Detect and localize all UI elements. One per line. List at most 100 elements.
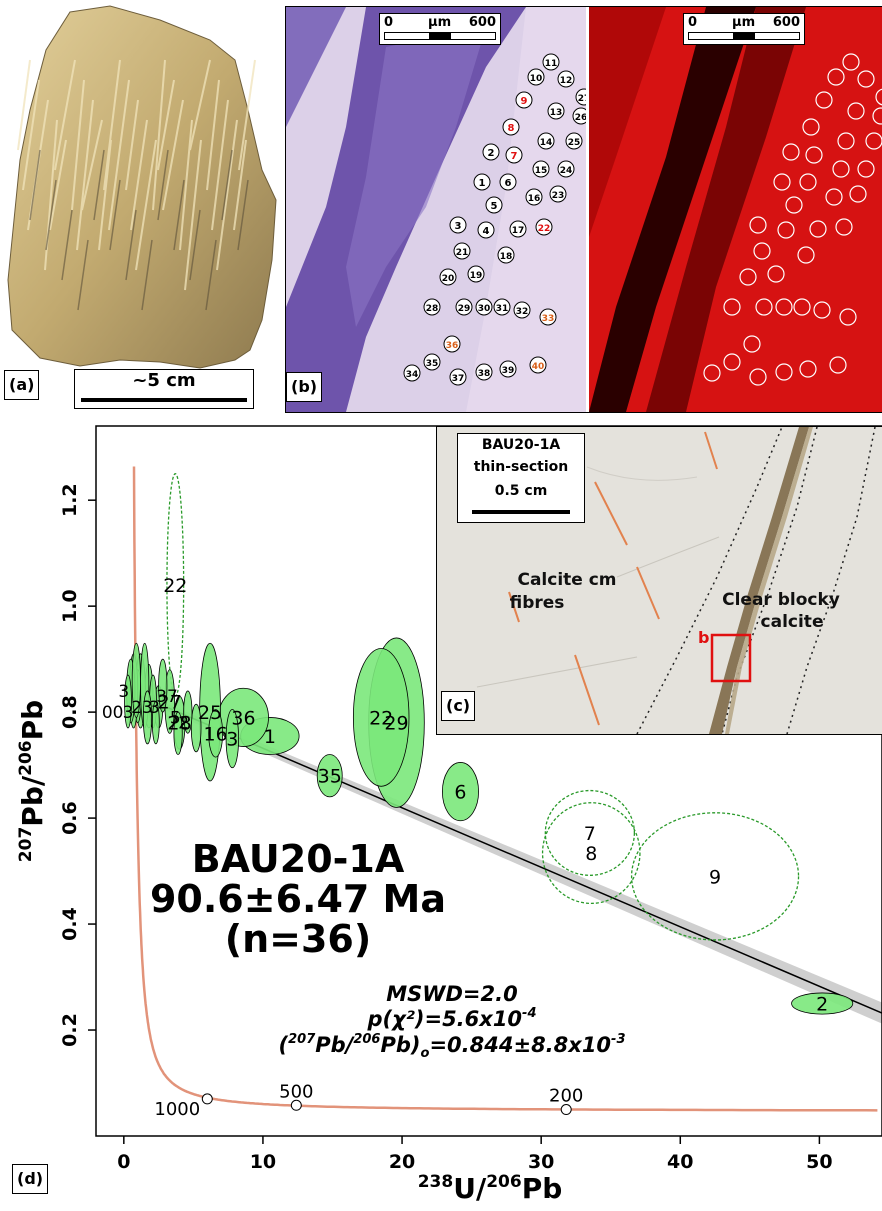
svg-text:30: 30: [478, 304, 491, 314]
scale-label: ~5 cm: [132, 370, 196, 391]
cl-spot: [782, 143, 800, 161]
fibre-line: [508, 591, 520, 623]
panel-a-label: (a): [4, 370, 40, 400]
svg-text:3: 3: [455, 221, 462, 232]
ellipse-label: 2: [816, 994, 828, 1016]
cl-spot: [872, 107, 882, 125]
analysis-spot: 34: [403, 364, 421, 382]
cluster-label: 5: [170, 708, 181, 728]
cl-spot: [703, 364, 721, 382]
scale-max: 600: [772, 15, 800, 30]
svg-text:5: 5: [491, 201, 498, 212]
ellipse-label: 16: [204, 723, 228, 745]
ellipse-label: 7: [584, 823, 596, 845]
analysis-spot: 8: [502, 118, 520, 136]
cl-spot: [739, 268, 757, 286]
svg-text:19: 19: [470, 271, 483, 281]
cl-spot: [777, 221, 795, 239]
cl-spot: [743, 335, 761, 353]
svg-text:17: 17: [512, 226, 525, 236]
cluster-label: 3: [123, 703, 134, 723]
svg-text:32: 32: [516, 307, 529, 317]
cl-spot: [797, 246, 815, 264]
cl-spot: [832, 160, 850, 178]
ellipse-label: 22: [369, 707, 393, 729]
fibre-line: [704, 431, 718, 470]
stat-p-text: p(χ²)=5.6x10: [367, 1007, 523, 1031]
cl-spot: [835, 218, 853, 236]
thin-section-subtitle: thin-section: [473, 459, 569, 475]
concordia-curve: [132, 466, 878, 1112]
data-ellipse: [352, 648, 410, 787]
thin-section-title: BAU20-1A: [481, 437, 561, 453]
ellipse-label: 3: [226, 729, 238, 751]
cluster-label: 37: [156, 687, 178, 707]
cl-spot: [827, 68, 845, 86]
cluster-label: 3: [149, 698, 160, 718]
cl-spot: [842, 53, 860, 71]
analysis-spot: 19: [467, 265, 485, 283]
data-ellipse: [225, 709, 239, 769]
cl-spot: [785, 196, 803, 214]
y-axis-label: 207Pb/206Pb: [16, 700, 49, 862]
stat-pb0-prefix: (: [279, 1033, 289, 1057]
scale-unit: µm: [428, 15, 452, 30]
svg-text:25: 25: [568, 138, 581, 148]
cl-spot: [837, 132, 855, 150]
svg-text:14: 14: [540, 138, 553, 148]
svg-text:6: 6: [505, 178, 512, 189]
scale-bar: [384, 32, 496, 40]
analysis-spot: 14: [537, 132, 555, 150]
concordia-age-point: [201, 1093, 213, 1105]
analysis-spot: 11: [542, 53, 560, 71]
ellipse-label: 29: [384, 713, 408, 735]
analysis-spot: 17: [509, 220, 527, 238]
ellipse-label: 28: [167, 713, 191, 735]
data-ellipse: [131, 642, 141, 718]
cluster-label: 2: [178, 714, 189, 734]
ellipse-label: 25: [198, 702, 222, 724]
cl-spot: [875, 88, 882, 106]
ellipse-label: 36: [231, 707, 255, 729]
stat-mswd: MSWD=2.0: [386, 982, 517, 1006]
x-label-main: U/: [453, 1172, 487, 1205]
svg-text:15: 15: [535, 166, 548, 176]
stat-p-exp: -4: [522, 1006, 536, 1021]
stat-pb0-mid: Pb/: [315, 1033, 355, 1057]
data-ellipse: [791, 992, 854, 1015]
x-tick-label: 40: [667, 1151, 693, 1173]
svg-text:8: 8: [508, 123, 515, 134]
analysis-spot: 29: [455, 298, 473, 316]
fibre-line: [636, 566, 660, 620]
analysis-spot: 7: [505, 146, 523, 164]
analysis-spot: 30: [475, 298, 493, 316]
svg-text:9: 9: [521, 96, 528, 107]
svg-text:16: 16: [528, 194, 541, 204]
cl-spot: [813, 301, 831, 319]
svg-text:23: 23: [552, 191, 565, 201]
analysis-spot: 26: [572, 107, 590, 125]
x-tick-label: 20: [389, 1151, 415, 1173]
panel-a-scale: ~5 cm: [74, 369, 254, 409]
cl-spot: [723, 298, 741, 316]
svg-text:18: 18: [500, 252, 513, 262]
cl-spot: [799, 360, 817, 378]
analysis-spot: 22: [535, 218, 553, 236]
analysis-spot: 15: [532, 160, 550, 178]
analysis-spot: 1: [473, 173, 491, 191]
analysis-spot: 32: [513, 301, 531, 319]
calcite-sample-photo: [7, 5, 277, 369]
analysis-spot: 23: [549, 185, 567, 203]
y-tick-label: 0.4: [59, 907, 81, 941]
panel-d-label: (d): [12, 1164, 49, 1194]
svg-text:24: 24: [560, 166, 573, 176]
cl-spot: [755, 298, 773, 316]
cluster-label: 00: [102, 703, 124, 723]
n-title: (n=36): [225, 917, 372, 961]
svg-text:13: 13: [550, 108, 563, 118]
analysis-spot: 6: [499, 173, 517, 191]
ellipse-label: 9: [709, 866, 721, 888]
data-ellipse: [183, 690, 193, 734]
panel-b-label: (b): [286, 372, 323, 402]
